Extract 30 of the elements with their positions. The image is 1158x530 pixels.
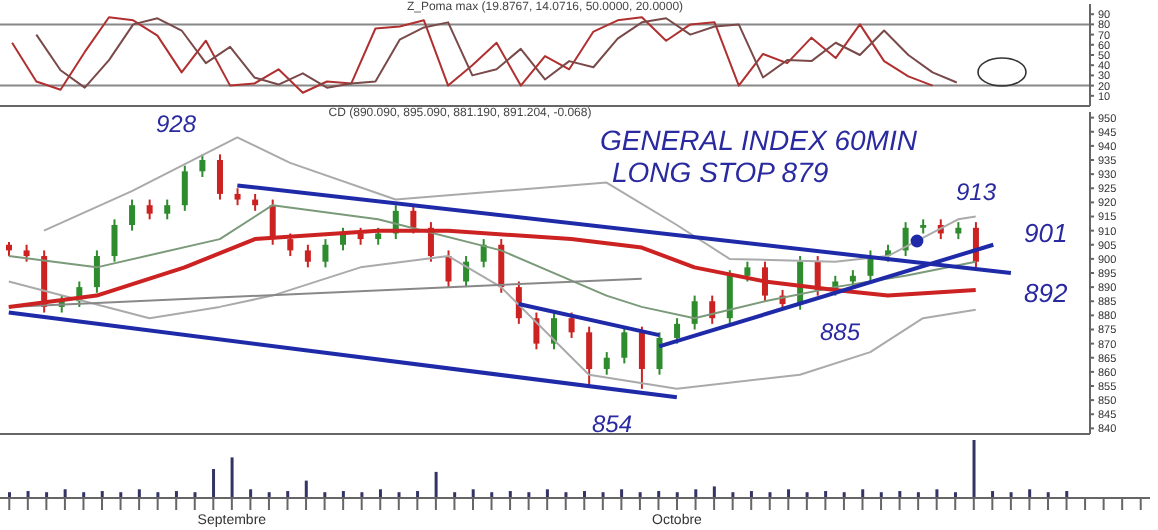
candlestick (181, 164, 188, 212)
candlestick (656, 331, 663, 376)
candlestick (216, 153, 223, 201)
annotation: LONG STOP 879 (612, 156, 829, 189)
candlestick (164, 198, 171, 221)
annotation: 892 (1024, 278, 1068, 309)
candlestick (551, 311, 557, 351)
candlestick (322, 238, 329, 269)
annotation: 901 (1024, 218, 1068, 249)
candlestick (199, 153, 206, 178)
annotation: 913 (956, 178, 997, 207)
candlestick (691, 294, 698, 331)
candlestick (638, 325, 645, 390)
annotation: 854 (592, 410, 633, 439)
candlestick (445, 249, 452, 289)
candlestick (674, 317, 681, 345)
candlestick (621, 325, 628, 365)
annotation: 885 (820, 318, 861, 347)
candlestick (129, 198, 136, 232)
candlestick (146, 198, 153, 221)
annotation: 928 (156, 110, 197, 139)
candlestick (744, 260, 751, 283)
candlestick (93, 249, 100, 294)
candlestick (568, 311, 575, 339)
candlestick (586, 325, 593, 387)
candlestick (304, 243, 311, 269)
candlestick (111, 218, 118, 263)
candlestick (726, 269, 733, 325)
annotation: GENERAL INDEX 60MIN (600, 124, 917, 157)
candlestick (603, 351, 610, 376)
